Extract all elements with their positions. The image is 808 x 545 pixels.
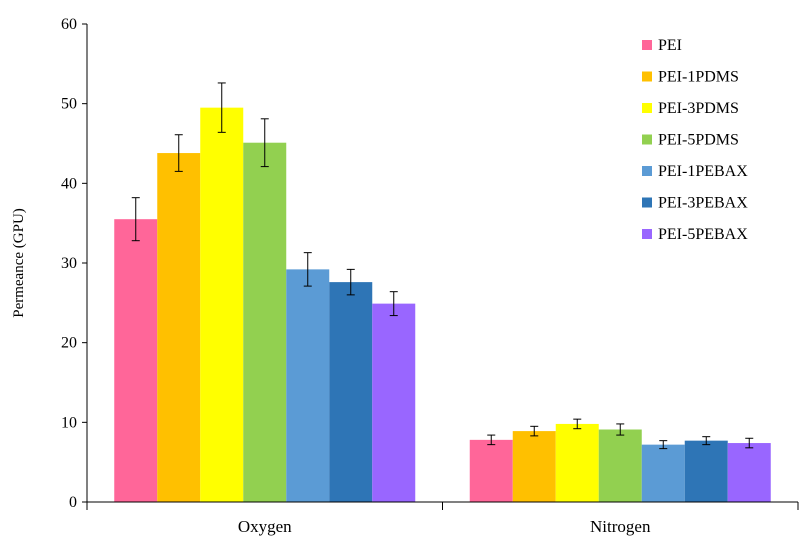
bar <box>372 303 416 502</box>
bar <box>727 443 771 502</box>
legend-label: PEI-3PEBAX <box>658 195 748 212</box>
bar <box>598 429 642 502</box>
legend-swatch <box>642 103 652 113</box>
y-tick-label: 20 <box>61 335 77 352</box>
bar <box>329 282 373 502</box>
bar <box>555 423 599 502</box>
x-category-label: Nitrogen <box>590 517 651 536</box>
legend-swatch <box>642 40 652 50</box>
bars-layer <box>114 107 771 503</box>
bar <box>469 439 513 502</box>
legend-label: PEI-5PDMS <box>658 132 739 149</box>
bar <box>512 431 556 502</box>
bar <box>684 440 728 502</box>
axes-layer: 0 10 20 30 40 50 60 Oxygen Nitrogen <box>61 16 799 536</box>
legend-swatch <box>642 229 652 239</box>
y-tick-label: 60 <box>61 16 77 33</box>
bar <box>286 269 330 502</box>
legend-label: PEI-3PDMS <box>658 100 739 117</box>
bar <box>243 142 287 502</box>
legend: PEI PEI-1PDMS PEI-3PDMS PEI-5PDMS PEI-1PEBAX… <box>642 37 748 243</box>
y-tick-label: 40 <box>61 175 77 192</box>
y-tick-label: 10 <box>61 414 77 431</box>
legend-label: PEI-1PDMS <box>658 69 739 86</box>
y-tick-label: 30 <box>61 255 77 272</box>
bar <box>200 107 244 503</box>
y-tick-label: 0 <box>69 494 77 511</box>
error-bars-layer <box>131 82 754 450</box>
bar <box>157 153 201 502</box>
x-category-label: Oxygen <box>238 517 292 536</box>
y-tick-label: 50 <box>61 96 77 113</box>
legend-label: PEI-1PEBAX <box>658 163 748 180</box>
bar <box>114 219 158 502</box>
bar <box>641 444 685 502</box>
legend-label: PEI <box>658 37 682 54</box>
legend-swatch <box>642 134 652 145</box>
legend-swatch <box>642 166 652 176</box>
legend-swatch <box>642 71 652 82</box>
legend-label: PEI-5PEBAX <box>658 226 748 243</box>
y-axis-title: Permeance (GPU) <box>11 208 27 318</box>
legend-swatch <box>642 197 652 208</box>
